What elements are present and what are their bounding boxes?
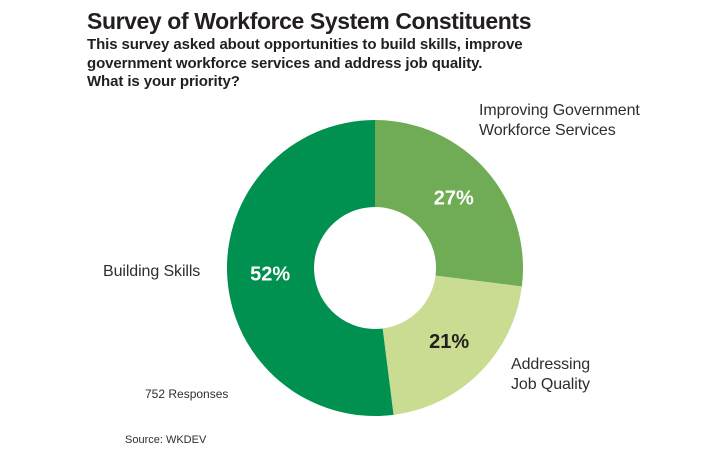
label-building-line-1: Building Skills	[103, 263, 201, 280]
pie-segment-addressing-job-quality	[382, 275, 522, 415]
pie-segment-improving-government-workforce-services	[375, 120, 523, 287]
pie-segment-building-skills	[226, 119, 394, 416]
segment-value-label-21%: 21%	[429, 331, 469, 353]
responses-count-note: 752 Responses	[145, 387, 229, 401]
label-building-skills: Building Skills	[103, 262, 200, 282]
label-improving-government-workforce-services: Improving Government Workforce Services	[479, 101, 640, 141]
segment-value-label-52%: 52%	[250, 264, 290, 286]
label-improving-line-2: Workforce Services	[479, 122, 616, 139]
label-addressing-line-2: Job Quality	[511, 376, 590, 393]
segment-value-label-27%: 27%	[434, 188, 474, 210]
label-improving-line-1: Improving Government	[479, 102, 640, 119]
chart-subtitle: This survey asked about opportunities to…	[87, 36, 523, 92]
page-title: Survey of Workforce System Constituents	[87, 8, 532, 34]
label-addressing-job-quality: Addressing Job Quality	[511, 355, 590, 395]
subtitle-line-2: government workforce services and addres…	[87, 54, 483, 72]
subtitle-line-1: This survey asked about opportunities to…	[87, 36, 523, 53]
source-note: Source: WKDEV	[125, 434, 207, 446]
subtitle-line-3: What is your priority?	[87, 73, 240, 90]
label-addressing-line-1: Addressing	[511, 356, 591, 373]
